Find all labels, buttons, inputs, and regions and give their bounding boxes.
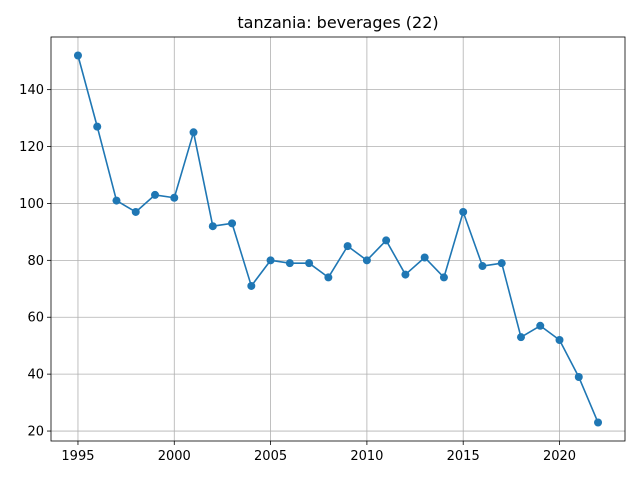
data-point [228,219,237,228]
data-point [266,256,275,265]
data-point [247,281,256,290]
data-point [459,207,468,216]
y-tick-label: 20 [27,425,44,440]
data-point [343,242,352,251]
x-tick-label: 2000 [158,449,191,464]
data-point [536,321,545,330]
ticks: 1995 2000 2005 2010 2015 20202040608010012014… [19,83,576,464]
x-tick-label: 2010 [350,449,383,464]
grid [51,37,625,441]
y-tick-label: 100 [19,197,44,212]
x-tick-label: 2015 [447,449,480,464]
data-point [73,51,82,60]
data-point [189,128,198,137]
data-point [401,270,410,279]
data-point [516,333,525,342]
data-point [131,207,140,216]
axes-frame [50,36,626,442]
data-point [555,336,564,344]
chart-title: tanzania: beverages (22) [237,13,438,32]
data-point [285,259,294,268]
y-tick-label: 80 [27,254,44,269]
data-point [305,259,314,268]
data-point [478,262,487,271]
x-tick-label: 1995 [61,449,94,464]
data-point [208,222,217,231]
data-point [439,273,448,282]
x-tick-label: 2020 [543,449,576,464]
x-tick-label: 2005 [254,449,287,464]
y-tick-label: 60 [27,311,44,326]
data-point [497,259,506,268]
data-point [420,253,429,262]
data-point [574,372,583,381]
data-point [382,236,391,245]
data-point [112,196,121,205]
data-point [170,193,179,202]
data-point [362,256,371,265]
y-tick-label: 40 [27,368,44,383]
y-tick-label: 140 [19,83,44,98]
data-point [594,418,603,427]
series-line [77,55,599,423]
data-point [324,273,333,282]
data-point [151,190,160,199]
series-layer [73,51,603,427]
y-tick-label: 120 [19,140,44,155]
data-point [93,122,102,131]
